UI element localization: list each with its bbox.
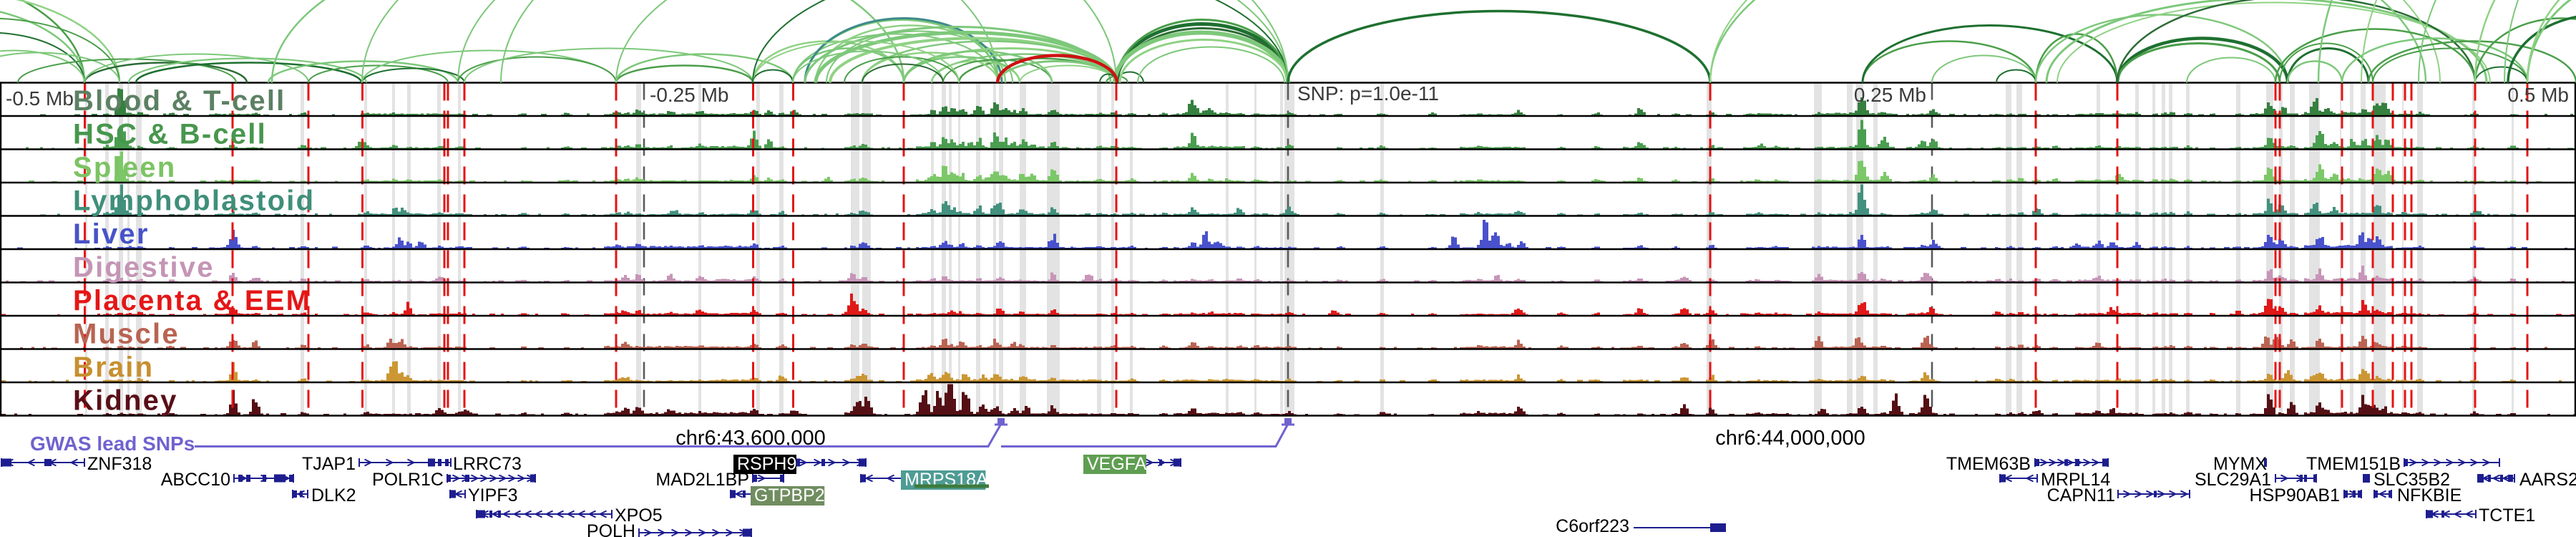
svg-text:-0.5 Mb: -0.5 Mb: [6, 87, 74, 110]
svg-text:RSPH9: RSPH9: [737, 454, 796, 474]
svg-text:-0.25 Mb: -0.25 Mb: [650, 84, 729, 106]
svg-text:TMEM151B: TMEM151B: [2306, 454, 2401, 474]
svg-text:SLC35B2: SLC35B2: [2373, 470, 2450, 490]
svg-text:0.5 Mb: 0.5 Mb: [2507, 84, 2569, 106]
svg-text:DLK2: DLK2: [311, 485, 356, 505]
svg-text:Spleen: Spleen: [73, 152, 176, 183]
svg-text:ABCC10: ABCC10: [161, 470, 230, 490]
svg-text:HSC & B-cell: HSC & B-cell: [73, 119, 267, 150]
svg-text:LRRC73: LRRC73: [453, 454, 522, 474]
svg-text:Liver: Liver: [73, 218, 150, 250]
svg-text:SNP: p=1.0e-11: SNP: p=1.0e-11: [1297, 82, 1439, 105]
svg-text:POLH: POLH: [587, 521, 635, 537]
svg-text:MAD2L1BP: MAD2L1BP: [655, 470, 749, 490]
svg-text:chr6:44,000,000: chr6:44,000,000: [1715, 427, 1865, 450]
svg-text:AARS2: AARS2: [2519, 470, 2576, 490]
svg-text:MRPL14: MRPL14: [2041, 470, 2110, 490]
svg-text:XPO5: XPO5: [615, 505, 663, 526]
svg-text:HSP90AB1: HSP90AB1: [2250, 485, 2340, 505]
svg-text:TMEM63B: TMEM63B: [1946, 454, 2031, 474]
svg-text:ZNF318: ZNF318: [87, 454, 152, 474]
svg-text:Kidney: Kidney: [73, 385, 178, 417]
svg-text:Blood & T-cell: Blood & T-cell: [73, 85, 286, 117]
svg-text:CAPN11: CAPN11: [2047, 485, 2115, 505]
svg-text:Digestive: Digestive: [73, 252, 215, 284]
svg-text:POLR1C: POLR1C: [372, 470, 444, 490]
svg-text:YIPF3: YIPF3: [468, 485, 517, 505]
svg-text:TCTE1: TCTE1: [2479, 505, 2535, 526]
svg-text:Muscle: Muscle: [73, 319, 180, 350]
svg-text:0.25 Mb: 0.25 Mb: [1854, 84, 1926, 106]
svg-text:C6orf223: C6orf223: [1556, 516, 1629, 536]
svg-text:Placenta & EEM: Placenta & EEM: [73, 285, 311, 316]
svg-text:VEGFA: VEGFA: [1087, 454, 1147, 474]
svg-text:GWAS lead SNPs: GWAS lead SNPs: [30, 432, 195, 455]
svg-text:NFKBIE: NFKBIE: [2397, 485, 2462, 505]
svg-text:GTPBP2: GTPBP2: [754, 485, 825, 505]
svg-text:Lymphoblastoid: Lymphoblastoid: [73, 185, 315, 217]
svg-text:Brain: Brain: [73, 352, 154, 383]
svg-text:MYMX: MYMX: [2213, 454, 2267, 474]
svg-text:TJAP1: TJAP1: [302, 454, 356, 474]
svg-text:SLC29A1: SLC29A1: [2195, 470, 2271, 490]
